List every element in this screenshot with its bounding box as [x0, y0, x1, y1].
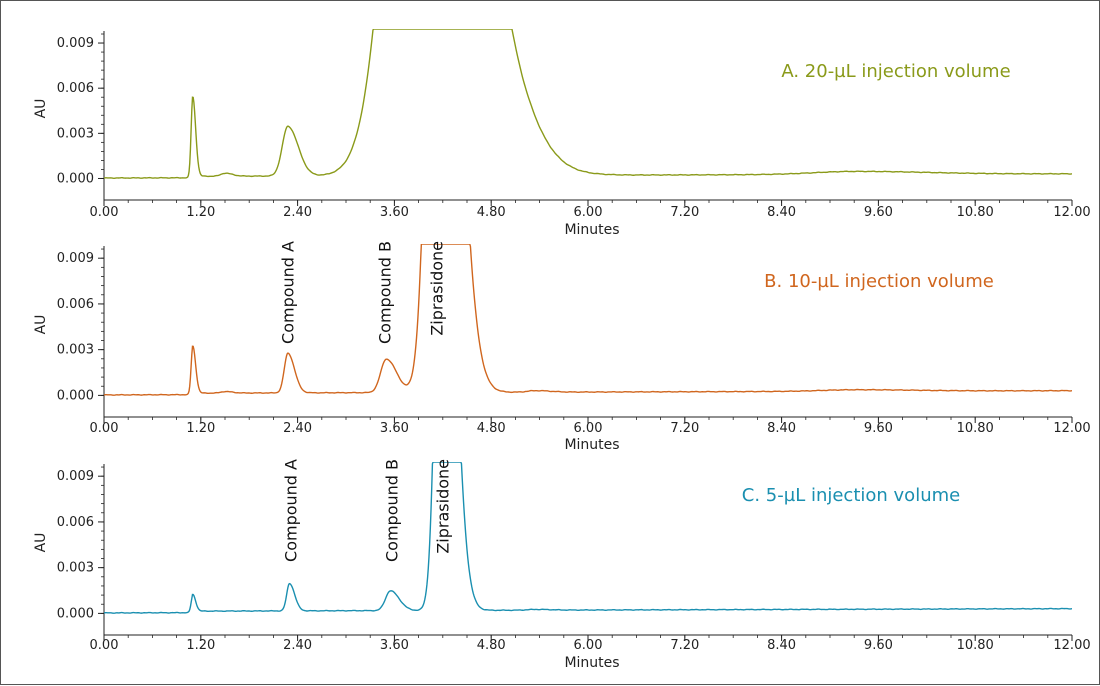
series-trace	[104, 462, 1072, 614]
chart-panel-b: 0.00 1.20 2.40 3.60 4.80 6.00 7.20 8.40 9.60 10.8…	[33, 241, 1091, 453]
x-tick-label: 12.00	[1053, 205, 1090, 220]
x-tick-label: 6.00	[574, 421, 603, 436]
x-tick-label: 8.40	[767, 205, 796, 220]
series-title: C. 5-µL injection volume	[742, 485, 960, 506]
x-tick-label: 4.80	[477, 638, 506, 653]
y-tick-label: 0.003	[57, 561, 94, 576]
y-tick-label: 0.000	[57, 388, 94, 403]
x-tick-label: 0.00	[90, 205, 119, 220]
x-tick-label: 9.60	[864, 638, 893, 653]
x-tick-label: 10.80	[957, 205, 994, 220]
x-tick-label: 10.80	[957, 421, 994, 436]
x-tick-label: 3.60	[380, 205, 409, 220]
x-tick-label: 3.60	[380, 638, 409, 653]
x-tick-label: 2.40	[283, 638, 312, 653]
y-tick-label: 0.009	[57, 469, 94, 484]
x-tick-label: 1.20	[186, 638, 215, 653]
peak-label: Compound A	[282, 459, 301, 562]
x-tick-label: 7.20	[670, 638, 699, 653]
y-tick-label: 0.000	[57, 171, 94, 186]
x-axis-title: Minutes	[564, 437, 619, 453]
x-axis-title: Minutes	[564, 655, 619, 671]
chart-panel-c: 0.00 1.20 2.40 3.60 4.80 6.00 7.20 8.40 9.60 10.8…	[33, 459, 1091, 671]
y-tick-label: 0.009	[57, 251, 94, 266]
x-tick-label: 2.40	[283, 421, 312, 436]
y-tick-label: 0.006	[57, 297, 94, 312]
x-tick-label: 1.20	[186, 421, 215, 436]
peak-label: Ziprasidone	[428, 241, 447, 336]
series-title: B. 10-µL injection volume	[764, 271, 994, 292]
y-tick-label: 0.006	[57, 81, 94, 96]
y-tick-label: 0.003	[57, 343, 94, 358]
y-tick-label: 0.000	[57, 606, 94, 621]
x-tick-label: 8.40	[767, 421, 796, 436]
y-tick-label: 0.003	[57, 126, 94, 141]
y-tick-label: 0.006	[57, 515, 94, 530]
peak-label: Compound B	[376, 241, 395, 344]
x-tick-label: 9.60	[864, 421, 893, 436]
y-axis-title: AU	[33, 99, 49, 119]
x-tick-label: 4.80	[477, 205, 506, 220]
x-tick-label: 4.80	[477, 421, 506, 436]
x-tick-label: 8.40	[767, 638, 796, 653]
x-tick-label: 12.00	[1053, 638, 1090, 653]
x-tick-label: 6.00	[574, 205, 603, 220]
x-tick-label: 2.40	[283, 205, 312, 220]
x-axis-title: Minutes	[564, 222, 619, 238]
series-title: A. 20-µL injection volume	[781, 61, 1010, 82]
x-tick-label: 9.60	[864, 205, 893, 220]
y-axis-title: AU	[33, 315, 49, 335]
x-tick-label: 0.00	[90, 638, 119, 653]
x-tick-label: 6.00	[574, 638, 603, 653]
x-tick-label: 7.20	[670, 421, 699, 436]
x-tick-label: 1.20	[186, 205, 215, 220]
x-tick-label: 12.00	[1053, 421, 1090, 436]
series-trace	[104, 29, 1072, 179]
y-tick-label: 0.009	[57, 36, 94, 51]
chart-panel-a: 0.00 1.20 2.40 3.60 4.80 6.00 7.20 8.40 9.60 10.8…	[33, 29, 1091, 238]
peak-label: Ziprasidone	[434, 459, 453, 554]
y-axis-title: AU	[33, 533, 49, 553]
peak-label: Compound A	[279, 241, 298, 344]
x-tick-label: 3.60	[380, 421, 409, 436]
x-tick-label: 7.20	[670, 205, 699, 220]
peak-label: Compound B	[383, 459, 402, 562]
x-tick-label: 0.00	[90, 421, 119, 436]
x-tick-label: 10.80	[957, 638, 994, 653]
series-trace	[104, 244, 1072, 396]
